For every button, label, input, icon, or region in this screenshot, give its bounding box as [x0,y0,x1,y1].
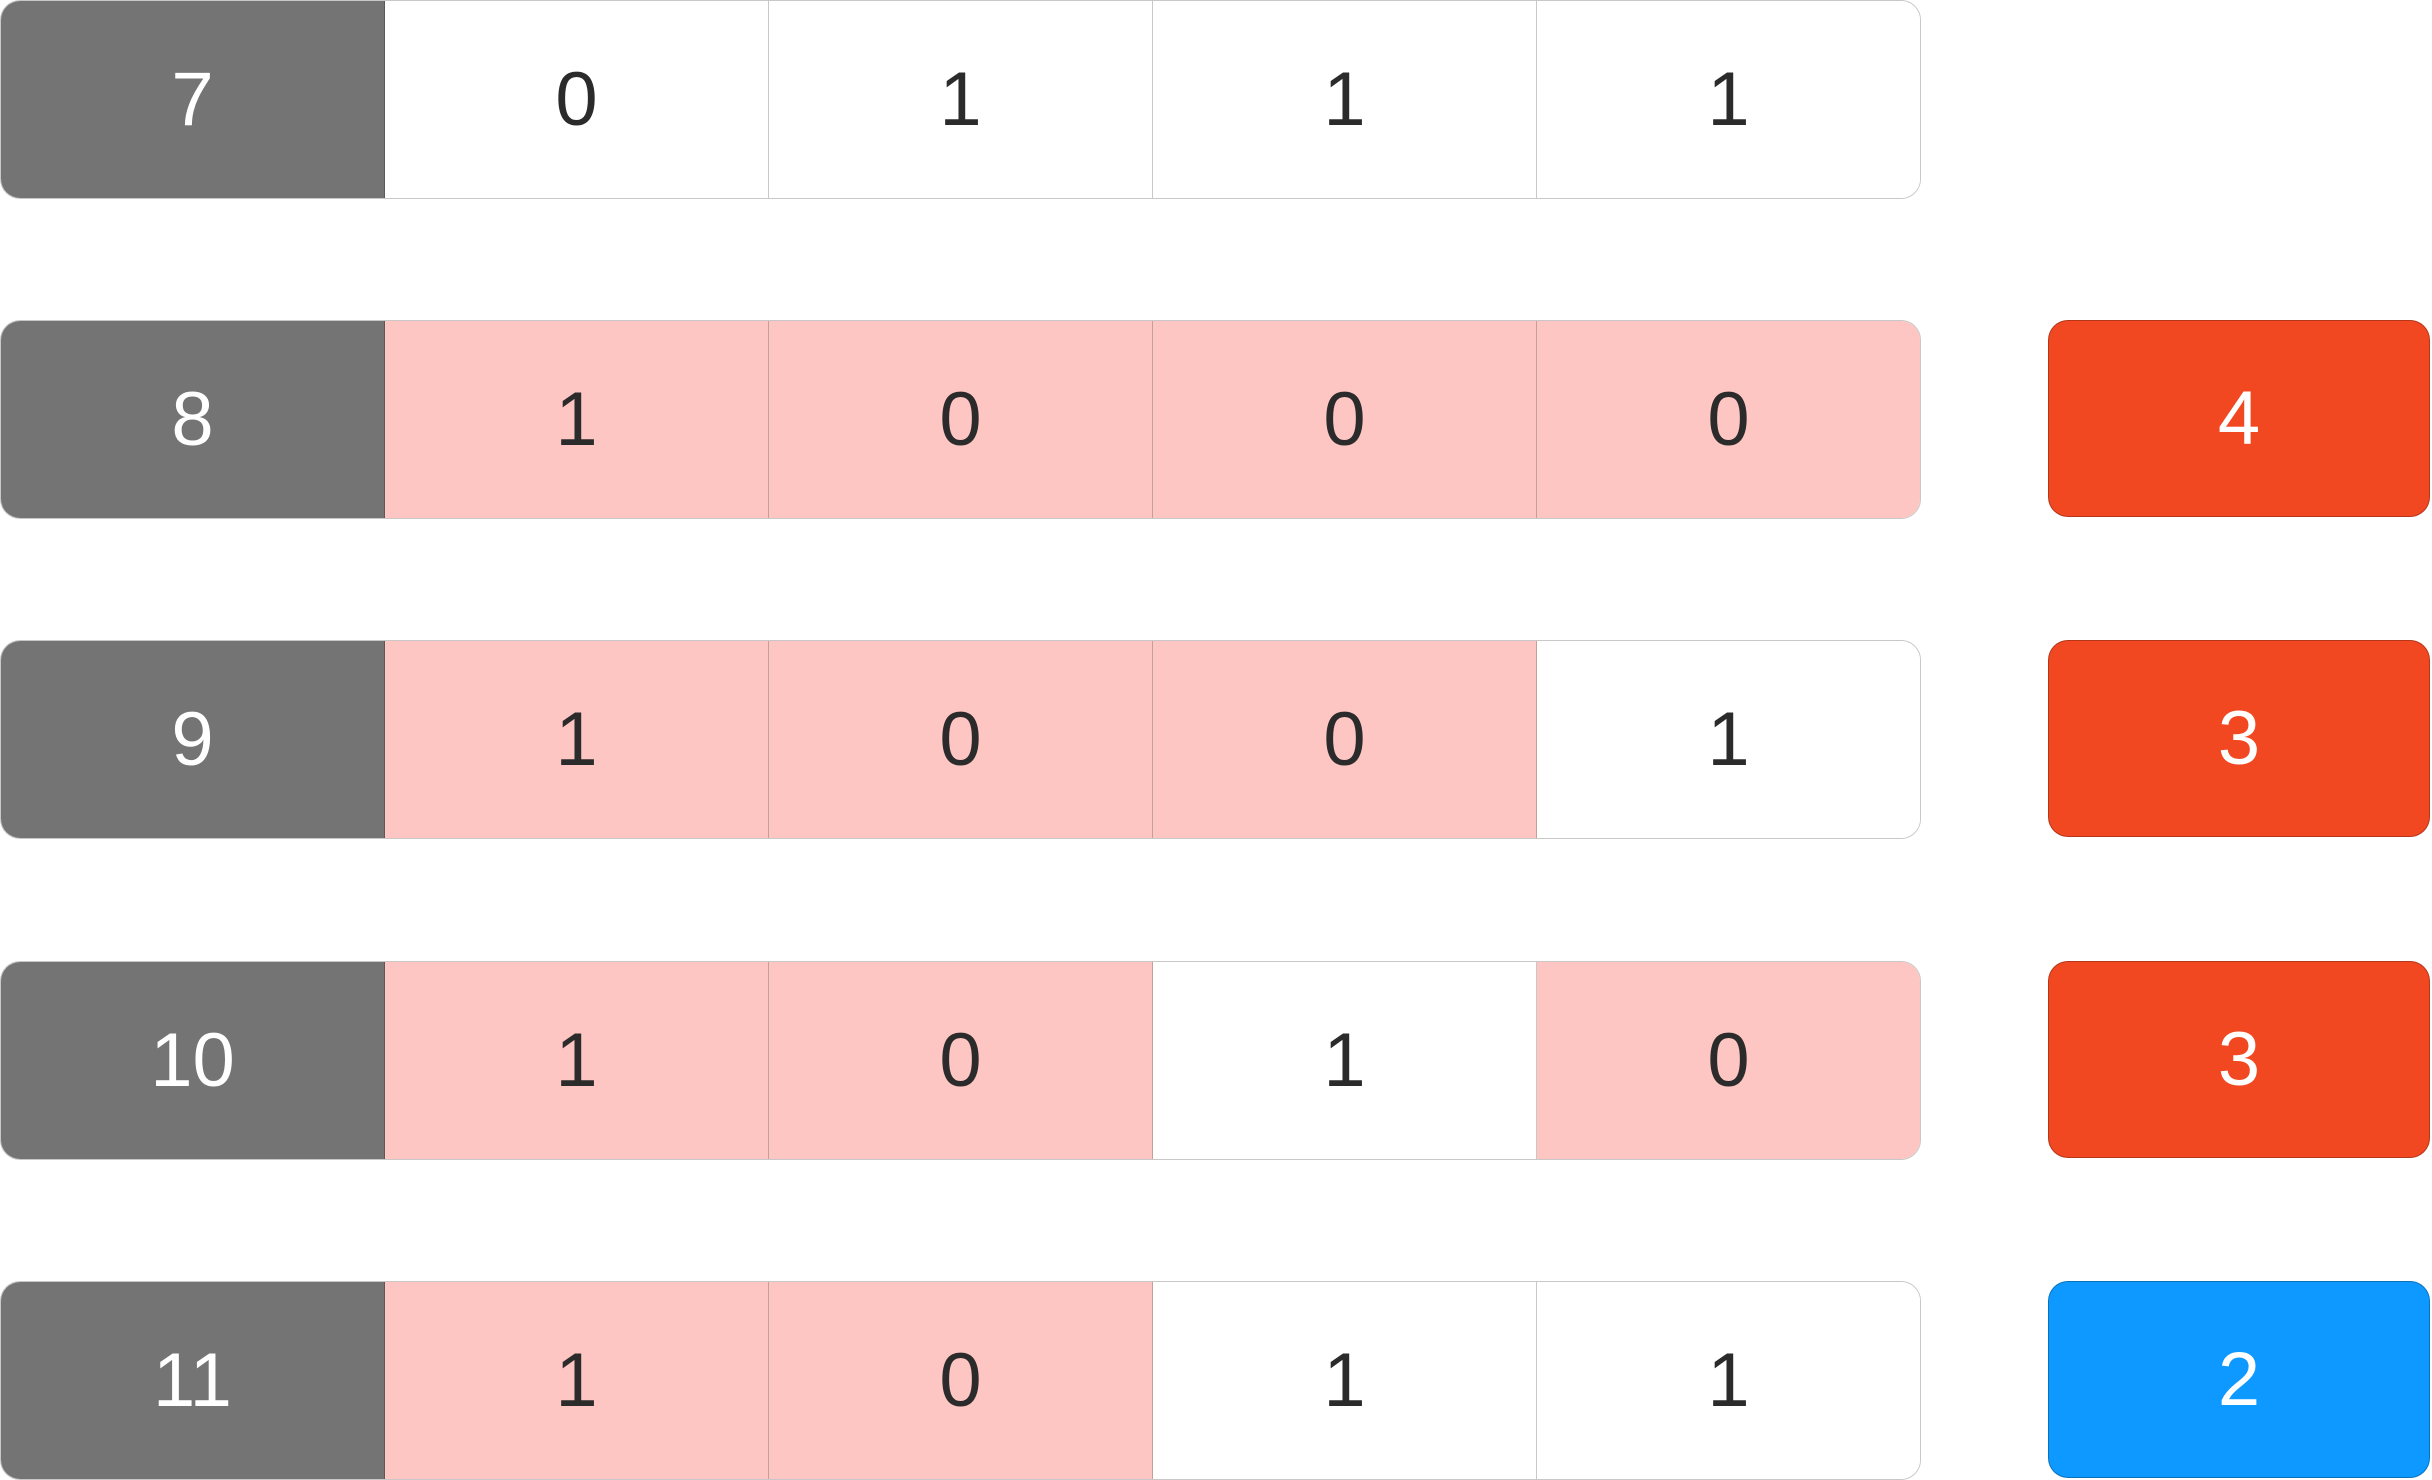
changed-bit-count: 3 [2048,640,2430,837]
decimal-label: 7 [1,1,385,198]
binary-row: 10 1 0 1 0 3 [0,961,2432,1160]
bit-cell-changed: 1 [385,641,769,838]
bit-cell: 1 [769,1,1153,198]
bit-cell-changed: 0 [769,962,1153,1159]
bit-cell-changed: 0 [1153,641,1537,838]
bit-cell: 1 [1153,962,1537,1159]
bit-strip: 10 1 0 1 0 [0,961,1921,1160]
bit-cell-changed: 1 [385,321,769,518]
bit-cell-changed: 0 [769,1282,1153,1479]
decimal-label: 9 [1,641,385,838]
changed-bit-count: 4 [2048,320,2430,517]
bit-strip: 11 1 0 1 1 [0,1281,1921,1480]
changed-bit-count: 3 [2048,961,2430,1158]
binary-row: 11 1 0 1 1 2 [0,1281,2432,1480]
bit-cell: 1 [1153,1282,1537,1479]
bit-cell-changed: 0 [1537,321,1920,518]
bit-cell: 1 [1537,1282,1920,1479]
bit-cell-changed: 1 [385,962,769,1159]
changed-bit-count: 2 [2048,1281,2430,1478]
bit-cell: 1 [1537,641,1920,838]
bit-cell-changed: 0 [1537,962,1920,1159]
decimal-label: 10 [1,962,385,1159]
decimal-label: 11 [1,1282,385,1479]
decimal-label: 8 [1,321,385,518]
bit-cell: 1 [1537,1,1920,198]
bit-cell-changed: 0 [1153,321,1537,518]
bit-cell: 0 [385,1,769,198]
bit-cell-changed: 1 [385,1282,769,1479]
bit-cell-changed: 0 [769,641,1153,838]
bit-cell-changed: 0 [769,321,1153,518]
bit-cell: 1 [1153,1,1537,198]
